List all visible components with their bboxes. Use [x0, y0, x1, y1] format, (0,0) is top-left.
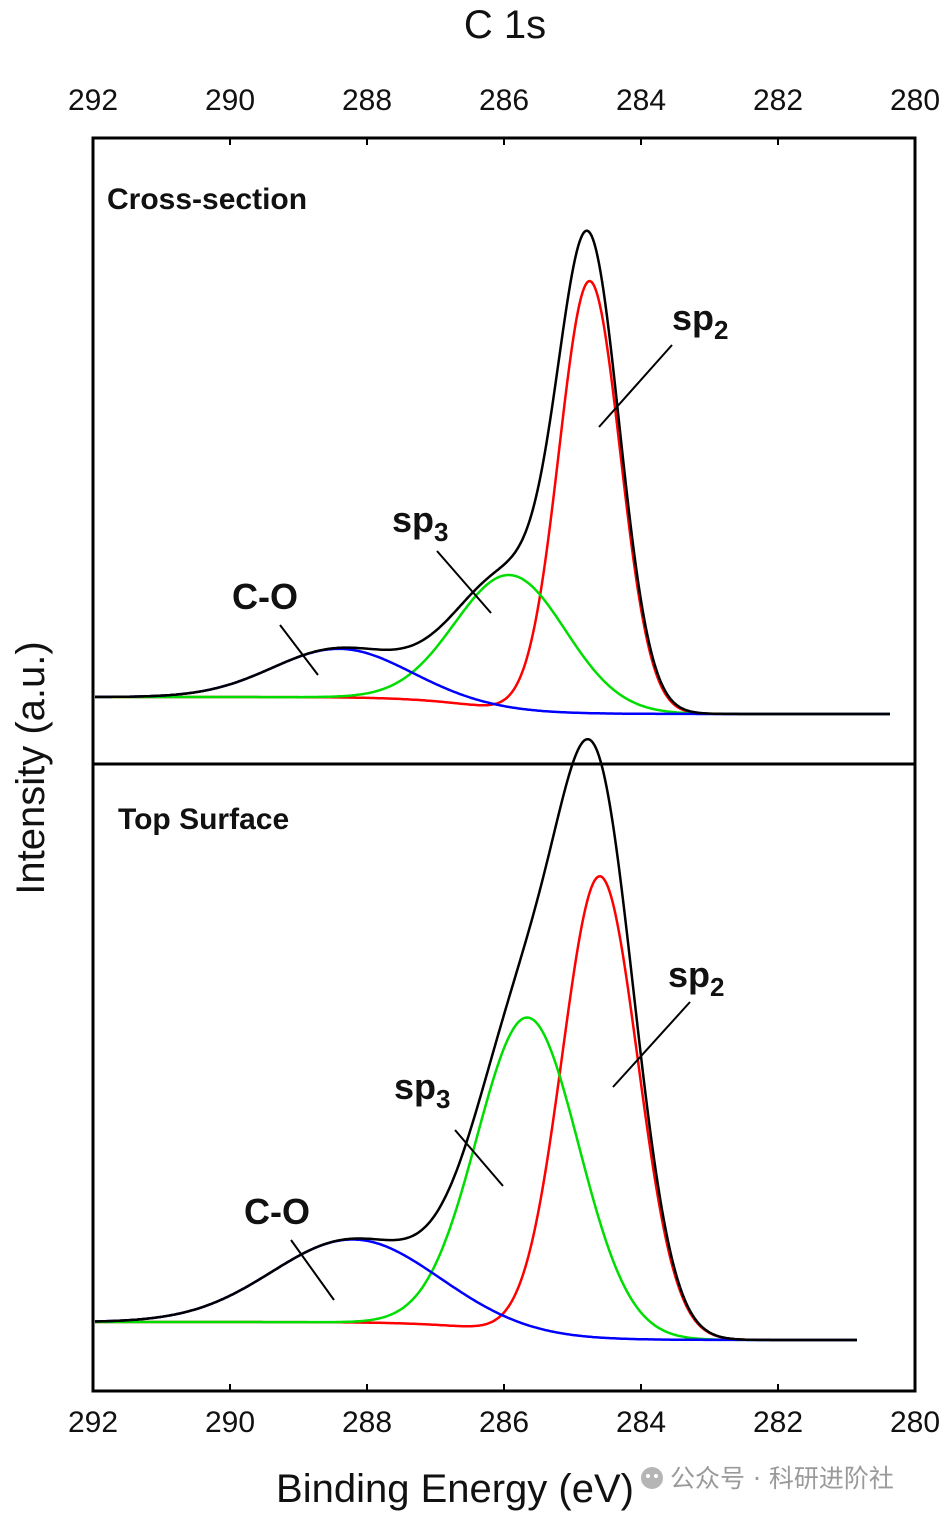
bottom-axis-tick-labels: 292 290 288 286 284 282 280 — [68, 1406, 940, 1439]
component-curve-sp2-0 — [95, 279, 890, 716]
axis-ticks — [92, 138, 916, 1391]
envelope-curve-1 — [94, 737, 857, 1342]
envelope-curve-0 — [95, 229, 890, 716]
panel-label-cross-section: Cross-section — [107, 183, 307, 216]
leader-line-co-top — [290, 1239, 335, 1301]
peak-label-sp2-top-sub: 2 — [710, 972, 724, 1002]
component-curve-c-o-0 — [95, 647, 890, 716]
peak-label-sp3-top: sp3 — [394, 1066, 450, 1114]
panel-cross-section: Cross-section sp2 sp3 C-O — [95, 183, 890, 716]
leader-line-co — [279, 624, 319, 676]
bottom-tick-label-282: 282 — [753, 1406, 803, 1439]
y-axis-title: Intensity (a.u.) — [9, 641, 53, 894]
peak-label-sp3: sp3 — [392, 499, 448, 547]
leader-line-sp3-top — [454, 1129, 504, 1187]
chart-title: C 1s — [464, 3, 546, 47]
wechat-logo-eye-right-icon — [654, 1474, 658, 1478]
peak-label-sp3-sub: 3 — [434, 517, 448, 547]
curves-cross-section — [95, 229, 890, 716]
wechat-logo-icon — [641, 1467, 663, 1489]
panel-top-surface: Top Surface sp2 sp3 C-O — [94, 737, 857, 1342]
peak-label-co: C-O — [232, 576, 298, 617]
top-tick-label-282: 282 — [753, 84, 803, 117]
component-curve-sp3-1 — [95, 1016, 857, 1342]
watermark-text: 公众号 · 科研进阶社 — [670, 1464, 894, 1493]
peak-label-sp3-main: sp — [392, 499, 434, 540]
peak-label-sp3-top-sub: 3 — [436, 1084, 450, 1114]
top-tick-label-284: 284 — [616, 84, 666, 117]
top-tick-label-286: 286 — [479, 84, 529, 117]
plot-frame — [91, 136, 917, 1393]
bottom-tick-label-290: 290 — [205, 1406, 255, 1439]
bottom-tick-label-288: 288 — [342, 1406, 392, 1439]
leader-line-sp2-top — [612, 1001, 691, 1088]
leader-line-sp3 — [436, 550, 492, 614]
x-axis-title: Binding Energy (eV) — [276, 1467, 634, 1511]
watermark: 公众号 · 科研进阶社 — [641, 1464, 894, 1493]
peak-label-sp2-top: sp2 — [668, 954, 724, 1002]
top-tick-label-290: 290 — [205, 84, 255, 117]
peak-label-sp3-top-main: sp — [394, 1066, 436, 1107]
top-axis-tick-labels: 292 290 288 286 284 282 280 — [68, 84, 940, 117]
top-tick-label-292: 292 — [68, 84, 118, 117]
component-curve-sp3-0 — [95, 573, 890, 716]
panel-label-top-surface: Top Surface — [118, 803, 289, 836]
bottom-tick-label-292: 292 — [68, 1406, 118, 1439]
bottom-tick-label-280: 280 — [890, 1406, 940, 1439]
bottom-tick-label-286: 286 — [479, 1406, 529, 1439]
curves-top-surface — [94, 737, 857, 1342]
peak-label-sp2: sp2 — [672, 297, 728, 345]
wechat-logo-eye-left-icon — [646, 1474, 650, 1478]
peak-label-co-top: C-O — [244, 1191, 310, 1232]
top-tick-label-280: 280 — [890, 84, 940, 117]
peak-label-sp2-top-main: sp — [668, 954, 710, 995]
peak-label-sp2-sub: 2 — [714, 315, 728, 345]
bottom-tick-label-284: 284 — [616, 1406, 666, 1439]
top-tick-label-288: 288 — [342, 84, 392, 117]
leader-line-sp2 — [598, 344, 673, 428]
peak-label-sp2-main: sp — [672, 297, 714, 338]
